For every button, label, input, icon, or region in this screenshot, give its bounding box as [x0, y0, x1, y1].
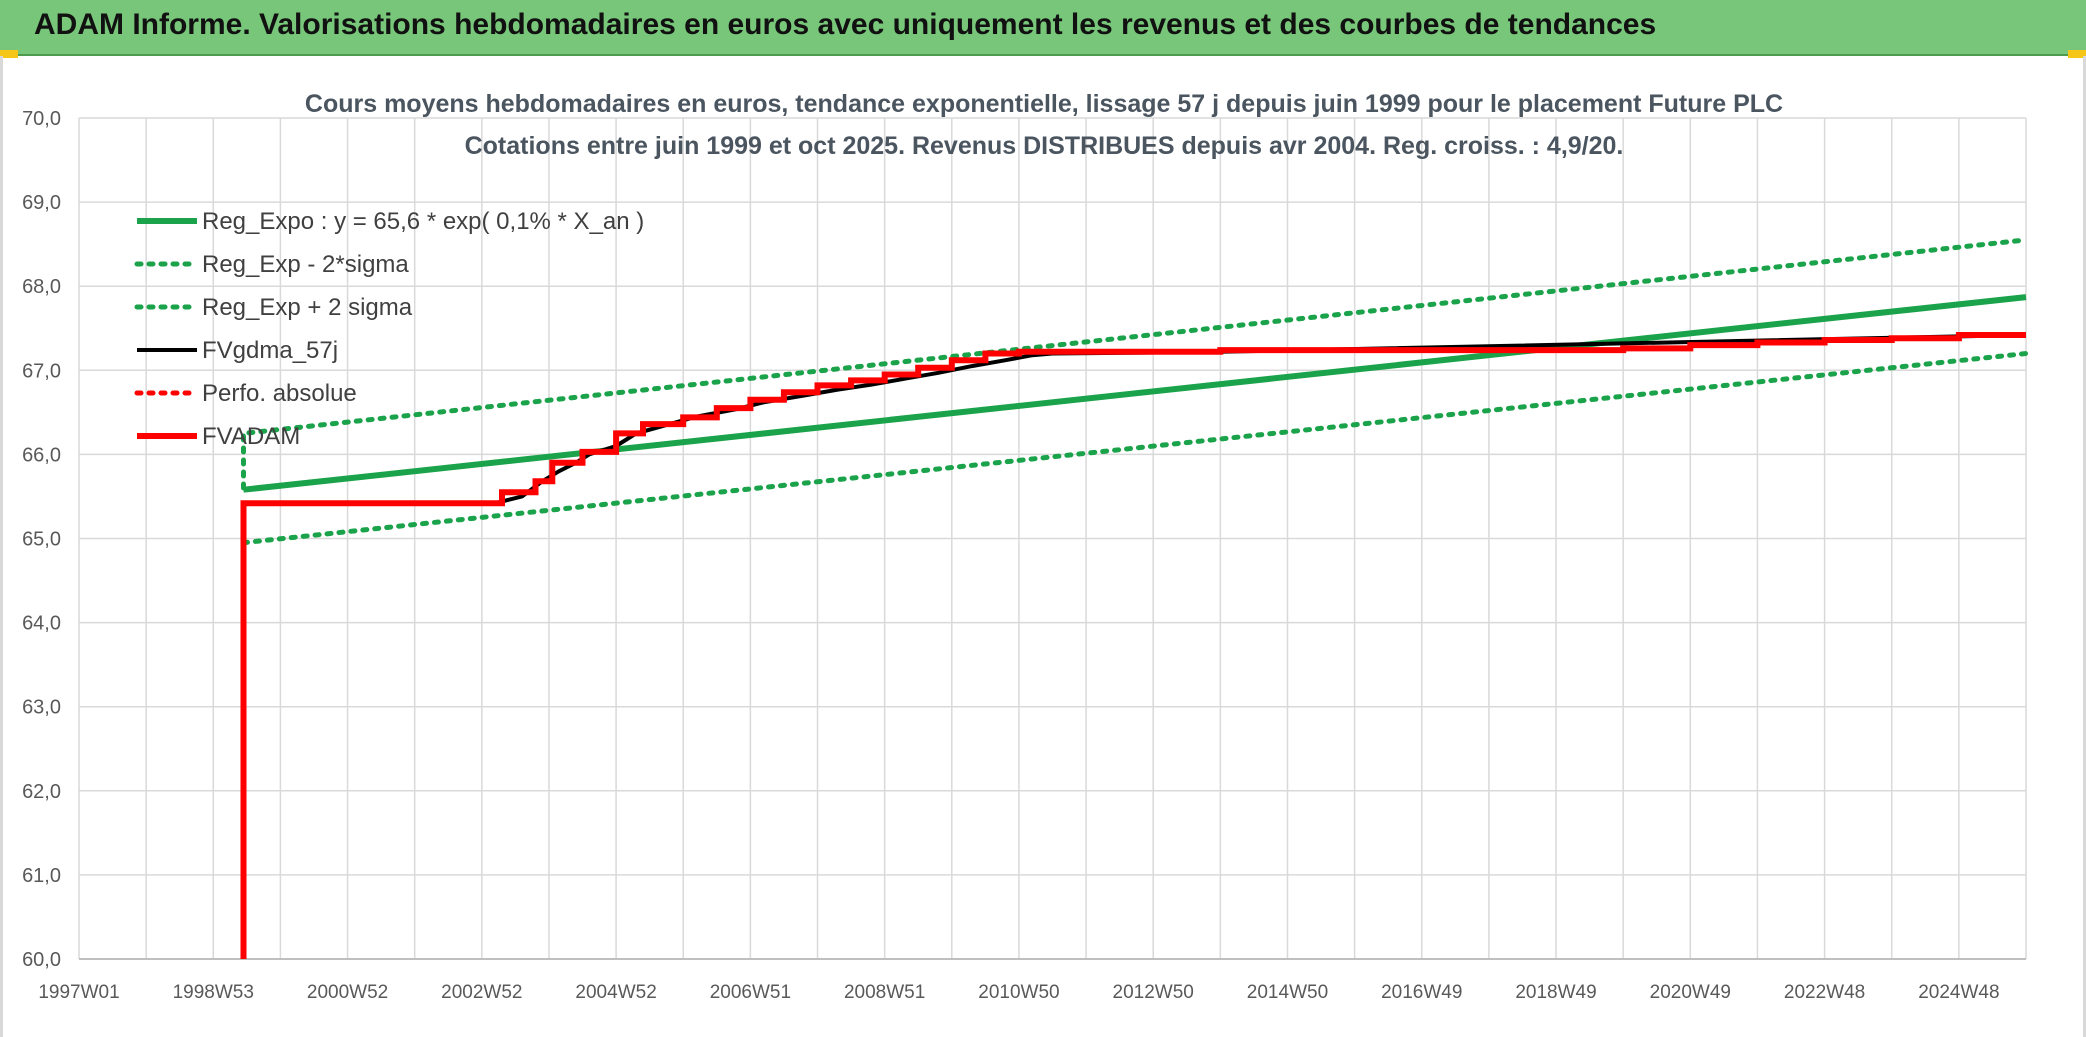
- x-tick-label: 2024W48: [1918, 982, 1999, 1003]
- x-tick-label: 1998W53: [173, 982, 254, 1003]
- y-tick-label: 60,0: [22, 949, 61, 971]
- y-tick-label: 64,0: [22, 613, 61, 635]
- x-tick-label: 2012W50: [1113, 982, 1194, 1003]
- series-line-5: [240, 332, 2026, 959]
- legend-label-1: Reg_Exp - 2*sigma: [202, 251, 409, 278]
- x-tick-label: 2018W49: [1515, 982, 1596, 1003]
- banner-title: ADAM Informe. Valorisations hebdomadaire…: [34, 8, 1657, 41]
- x-tick-label: 2000W52: [307, 982, 388, 1003]
- legend-label-3: FVgdma_57j: [202, 337, 338, 364]
- series-line-2: [241, 237, 2029, 491]
- series-layer: [240, 237, 2029, 959]
- legend-label-5: FVADAM: [202, 423, 300, 450]
- corner-marker-right: [2068, 50, 2086, 58]
- y-tick-label: 66,0: [22, 444, 61, 466]
- x-tick-label: 2014W50: [1247, 982, 1328, 1003]
- legend-label-4: Perfo. absolue: [202, 380, 357, 407]
- series-line-3: [241, 333, 2027, 959]
- y-tick-label: 69,0: [22, 192, 61, 214]
- y-tick-label: 62,0: [22, 781, 61, 803]
- y-tick-label: 61,0: [22, 865, 61, 887]
- y-tick-label: 68,0: [22, 276, 61, 298]
- x-tick-label: 2020W49: [1650, 982, 1731, 1003]
- legend-label-2: Reg_Exp + 2 sigma: [202, 294, 413, 321]
- chart-frame: [0, 56, 2086, 1037]
- series-line-1: [241, 351, 2029, 546]
- x-tick-label: 2002W52: [441, 982, 522, 1003]
- y-tick-label: 67,0: [22, 360, 61, 382]
- x-tick-label: 1997W01: [38, 982, 119, 1003]
- chart-title: Cours moyens hebdomadaires en euros, ten…: [305, 90, 1783, 118]
- header-banner: ADAM Informe. Valorisations hebdomadaire…: [0, 0, 2086, 56]
- chart-subtitle: Cotations entre juin 1999 et oct 2025. R…: [465, 132, 1624, 160]
- legend: Reg_Expo : y = 65,6 * exp( 0,1% * X_an )…: [134, 208, 644, 450]
- x-tick-label: 2008W51: [844, 982, 925, 1003]
- series-line-0: [243, 294, 2027, 493]
- x-tick-label: 2022W48: [1784, 982, 1865, 1003]
- x-tick-label: 2010W50: [978, 982, 1059, 1003]
- y-tick-label: 65,0: [22, 529, 61, 551]
- axes: 60,0 61,0 62,0 63,0 64,0 65,0 66,0 67,0 68,0 69,0…: [22, 108, 2026, 1003]
- x-tick-label: 2006W51: [710, 982, 791, 1003]
- corner-marker-left: [0, 50, 18, 58]
- y-tick-label: 70,0: [22, 108, 61, 130]
- grid-lines: [78, 117, 2027, 960]
- x-tick-label: 2004W52: [575, 982, 656, 1003]
- x-tick-label: 2016W49: [1381, 982, 1462, 1003]
- y-tick-label: 63,0: [22, 697, 61, 719]
- legend-label-0: Reg_Expo : y = 65,6 * exp( 0,1% * X_an ): [202, 208, 644, 235]
